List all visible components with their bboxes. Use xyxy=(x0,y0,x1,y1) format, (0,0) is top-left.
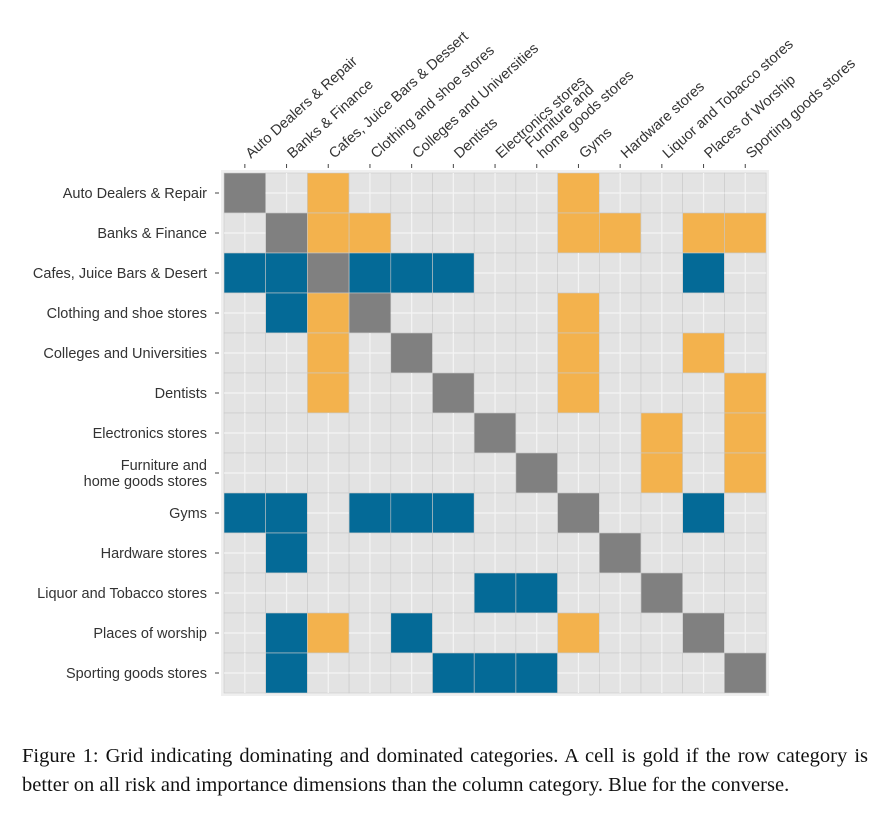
heatmap-cell xyxy=(557,212,600,254)
heatmap-cell xyxy=(223,172,267,214)
figure-caption: Figure 1: Grid indicating dominating and… xyxy=(22,745,868,796)
heatmap-cell xyxy=(682,492,725,534)
heatmap-cell xyxy=(515,652,558,694)
heatmap-cell xyxy=(390,612,433,654)
heatmap-cell xyxy=(557,292,600,334)
heatmap-cell xyxy=(640,412,684,454)
heatmap-cell xyxy=(598,532,642,574)
x-tick-label: Gyms xyxy=(576,125,615,162)
y-tick-label: Gyms xyxy=(169,506,207,522)
y-tick-label: Liquor and Tobacco stores xyxy=(37,586,207,602)
heatmap-cell xyxy=(348,492,392,534)
y-tick-label: Colleges and Universities xyxy=(43,346,207,362)
heatmap-cell xyxy=(307,372,350,414)
heatmap-cell xyxy=(307,292,350,334)
y-tick-label: Clothing and shoe stores xyxy=(47,306,207,322)
heatmap-cell xyxy=(724,412,767,454)
heatmap-cell xyxy=(390,252,433,294)
y-tick-label: Furniture and home goods stores xyxy=(84,458,207,490)
heatmap-cell xyxy=(348,252,392,294)
heatmap-cell xyxy=(307,212,350,254)
heatmap-cell xyxy=(682,332,725,374)
heatmap-cell xyxy=(724,212,767,254)
heatmap-cell xyxy=(682,212,725,254)
heatmap-cell xyxy=(307,612,350,654)
heatmap-cell xyxy=(307,332,350,374)
heatmap-cell xyxy=(724,372,767,414)
heatmap-cell xyxy=(473,412,517,454)
y-tick-label: Dentists xyxy=(155,386,207,402)
heatmap-cell xyxy=(557,172,600,214)
heatmap-cell xyxy=(265,292,308,334)
heatmap-cell xyxy=(265,492,308,534)
y-tick-label: Hardware stores xyxy=(101,546,207,562)
heatmap-cell xyxy=(640,452,684,494)
heatmap-chart: Auto Dealers & Repair Banks & Finance Cafe… xyxy=(33,29,859,696)
heatmap-cell xyxy=(515,452,558,494)
heatmap-cell xyxy=(682,252,725,294)
heatmap-cell xyxy=(432,372,475,414)
heatmap-cell xyxy=(432,652,475,694)
heatmap-cell xyxy=(598,212,642,254)
heatmap-cell xyxy=(348,292,392,334)
heatmap-cell xyxy=(557,492,600,534)
heatmap-cell xyxy=(557,372,600,414)
heatmap-cell xyxy=(515,572,558,614)
y-tick-label: Cafes, Juice Bars & Desert xyxy=(33,266,207,282)
heatmap-cell xyxy=(390,492,433,534)
heatmap-cell xyxy=(557,612,600,654)
heatmap-cell xyxy=(265,652,308,694)
y-tick-label: Electronics stores xyxy=(93,426,207,442)
heatmap-cell xyxy=(557,332,600,374)
heatmap-cell xyxy=(473,572,517,614)
heatmap-cell xyxy=(307,252,350,294)
heatmap-cell xyxy=(265,252,308,294)
heatmap-cell xyxy=(724,652,767,694)
heatmap-cell xyxy=(265,212,308,254)
heatmap-cell xyxy=(682,612,725,654)
y-tick-label: Banks & Finance xyxy=(97,226,207,242)
heatmap-cell xyxy=(307,172,350,214)
heatmap-cell xyxy=(473,652,517,694)
y-tick-label: Auto Dealers & Repair xyxy=(63,186,207,202)
y-tick-label: Sporting goods stores xyxy=(66,666,207,682)
heatmap-cell xyxy=(223,252,267,294)
heatmap-cell xyxy=(432,492,475,534)
heatmap-cell xyxy=(640,572,684,614)
heatmap-cell xyxy=(390,332,433,374)
heatmap-cell xyxy=(348,212,392,254)
heatmap-cell xyxy=(724,452,767,494)
heatmap-cell xyxy=(223,492,267,534)
y-tick-label: Places of worship xyxy=(93,626,207,642)
heatmap-cell xyxy=(265,612,308,654)
heatmap-cell xyxy=(432,252,475,294)
heatmap-cell xyxy=(265,532,308,574)
